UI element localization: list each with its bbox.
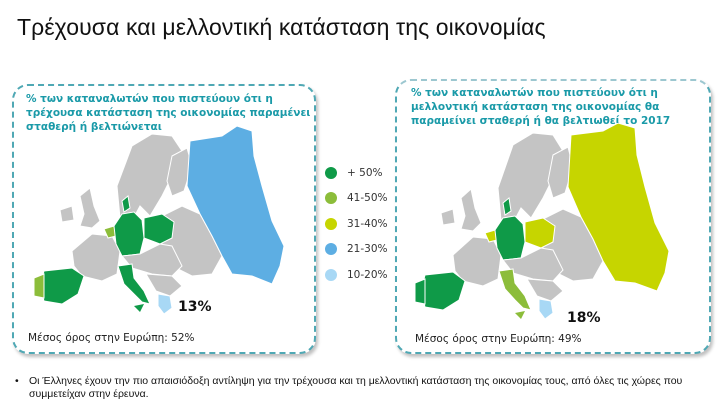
legend-item-41-50: 41-50% bbox=[325, 186, 388, 212]
footnote-text: Οι Έλληνες έχουν την πιο απαισιόδοξη αντ… bbox=[29, 375, 683, 400]
current-panel-title: % των καταναλωτών που πιστεύουν ότι η τρ… bbox=[26, 93, 311, 133]
region-germany bbox=[113, 211, 145, 257]
region-germany bbox=[494, 215, 526, 261]
footnote: • Οι Έλληνες έχουν την πιο απαισιόδοξη α… bbox=[15, 375, 715, 401]
region-poland bbox=[143, 213, 175, 245]
region-uk bbox=[79, 187, 101, 229]
legend-dot-icon bbox=[325, 192, 337, 205]
region-portugal bbox=[33, 273, 45, 299]
legend-item-31-40: 31-40% bbox=[325, 211, 388, 237]
legend-label: 10-20% bbox=[347, 268, 388, 281]
future-panel-title: % των καταναλωτών που πιστεύουν ότι η με… bbox=[411, 87, 671, 127]
region-greece bbox=[157, 293, 173, 315]
region-central-europe bbox=[502, 247, 564, 282]
legend-dot-icon bbox=[325, 268, 337, 281]
region-finland bbox=[166, 147, 193, 197]
region-poland bbox=[524, 217, 556, 249]
region-spain bbox=[420, 271, 466, 311]
legend-dot-icon bbox=[325, 217, 337, 230]
legend-dot-icon bbox=[325, 166, 337, 179]
page-title: Τρέχουσα και μελλοντική κατάσταση της οι… bbox=[17, 14, 546, 40]
region-finland bbox=[547, 146, 574, 199]
region-ireland bbox=[59, 205, 75, 223]
region-central-europe bbox=[121, 243, 183, 277]
region-russia bbox=[567, 123, 670, 292]
region-italy bbox=[498, 268, 532, 311]
legend: + 50% 41-50% 31-40% 21-30% 10-20% bbox=[325, 160, 388, 288]
region-ireland bbox=[440, 208, 456, 226]
region-spain bbox=[39, 267, 85, 305]
region-sicily bbox=[515, 311, 525, 319]
legend-item-21-30: 21-30% bbox=[325, 237, 388, 263]
legend-dot-icon bbox=[325, 243, 337, 256]
legend-item-above-50: + 50% bbox=[325, 160, 388, 186]
europe-map-future bbox=[414, 123, 670, 320]
region-italy bbox=[117, 263, 151, 305]
legend-label: + 50% bbox=[347, 166, 383, 179]
region-sicily bbox=[134, 304, 144, 312]
region-france bbox=[452, 236, 502, 287]
region-portugal bbox=[414, 278, 426, 305]
greece-value-future: 18% bbox=[567, 310, 601, 326]
europe-average-future: Μέσος όρος στην Ευρώπη: 49% bbox=[415, 333, 582, 345]
region-balkans bbox=[526, 278, 564, 302]
europe-average-current: Μέσος όρος στην Ευρώπη: 52% bbox=[28, 332, 195, 344]
current-state-panel: % των καταναλωτών που πιστεύουν ότι η τρ… bbox=[12, 84, 316, 354]
region-greece bbox=[538, 298, 554, 320]
region-balkans bbox=[145, 273, 183, 297]
legend-label: 21-30% bbox=[347, 243, 388, 256]
region-france bbox=[71, 233, 121, 282]
region-russia bbox=[186, 126, 285, 285]
legend-label: 41-50% bbox=[347, 192, 388, 205]
bullet-icon: • bbox=[15, 375, 19, 387]
legend-label: 31-40% bbox=[347, 217, 388, 230]
greece-value-current: 13% bbox=[178, 299, 212, 315]
region-denmark bbox=[121, 195, 131, 213]
europe-map-current bbox=[33, 126, 285, 315]
legend-item-10-20: 10-20% bbox=[325, 262, 388, 288]
future-state-panel: % των καταναλωτών που πιστεύουν ότι η με… bbox=[395, 79, 711, 354]
region-uk bbox=[460, 188, 482, 232]
region-denmark bbox=[502, 197, 512, 216]
